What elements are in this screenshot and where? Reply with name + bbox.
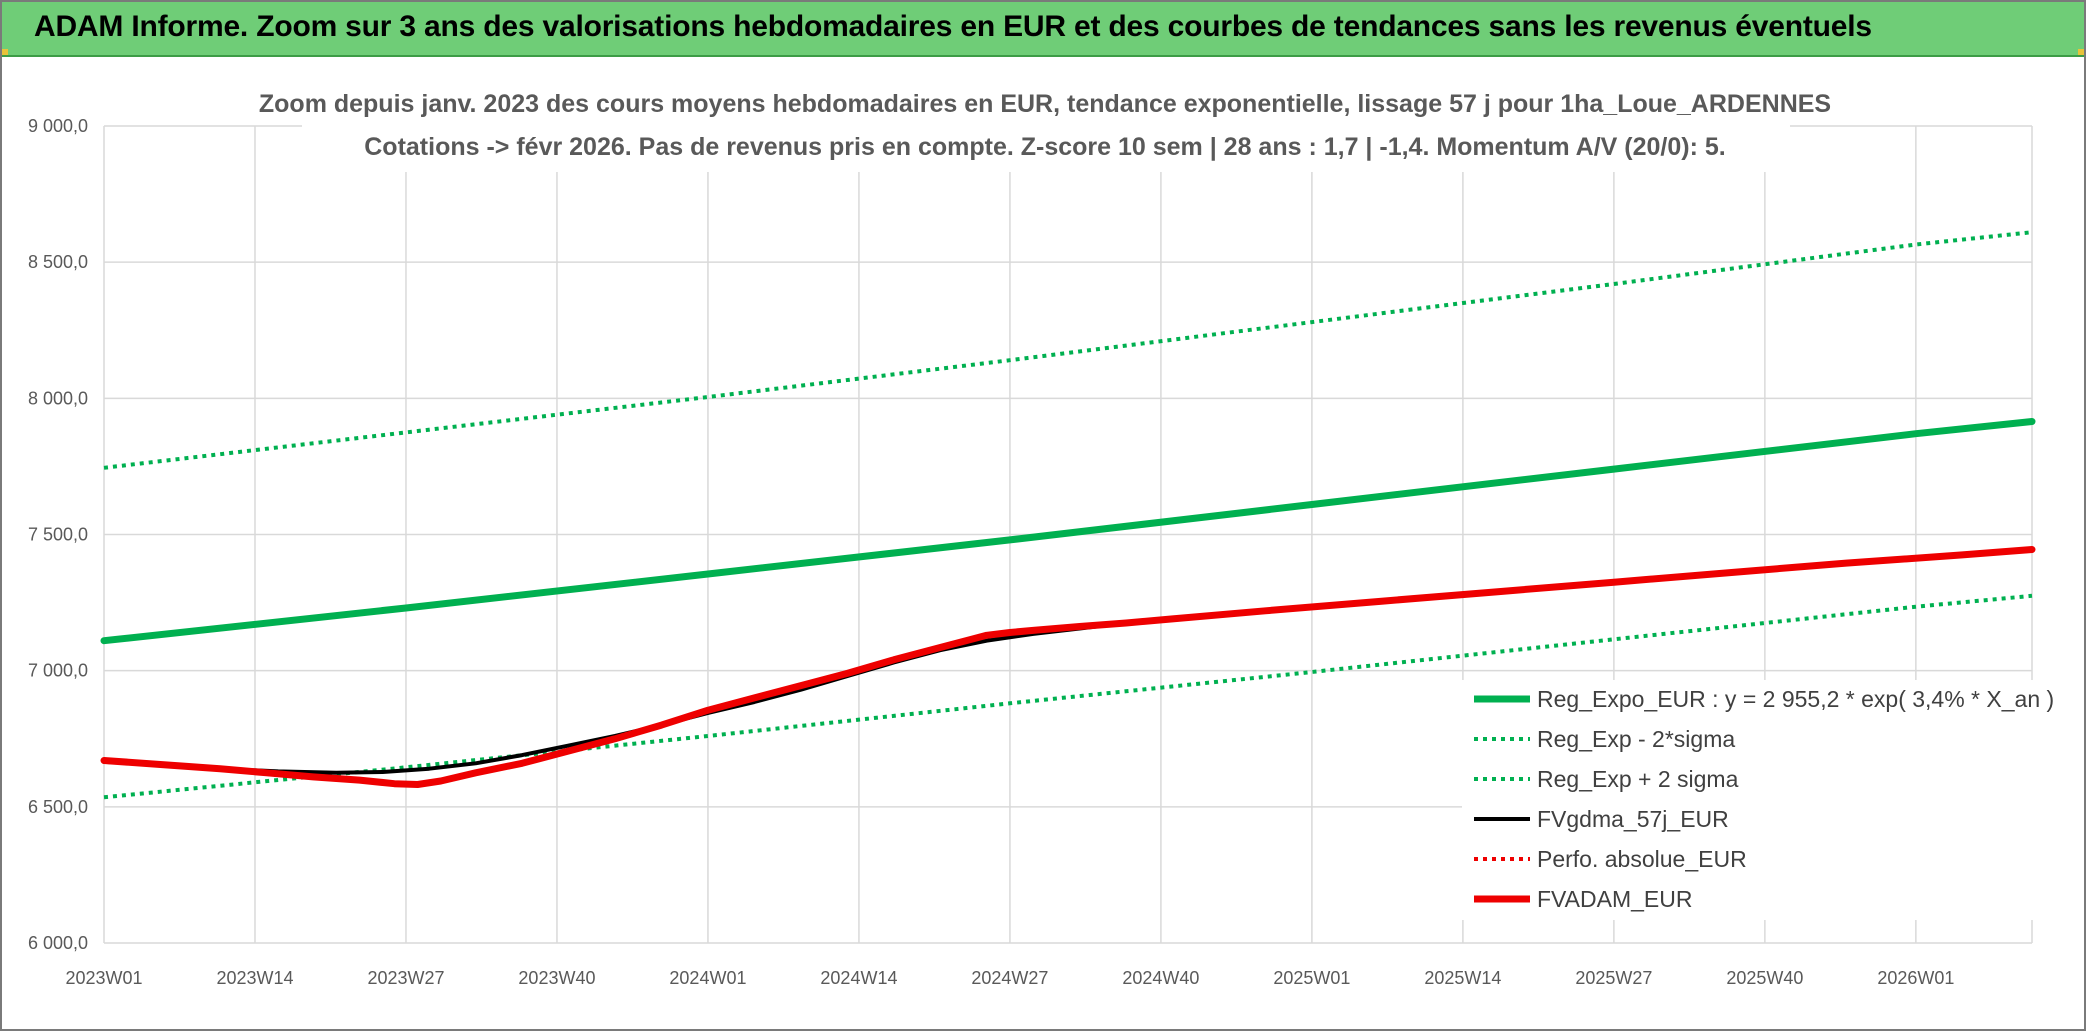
legend-label: Reg_Exp + 2 sigma (1537, 766, 1739, 792)
y-tick-label: 8 000,0 (28, 388, 88, 408)
report-banner: ADAM Informe. Zoom sur 3 ans des valoris… (2, 2, 2084, 57)
series-line-2 (103, 230, 2033, 470)
y-tick-label: 9 000,0 (28, 116, 88, 136)
legend-label: FVADAM_EUR (1537, 886, 1693, 912)
x-tick-label: 2025W27 (1575, 968, 1652, 988)
x-tick-label: 2024W40 (1122, 968, 1199, 988)
x-tick-label: 2025W14 (1424, 968, 1501, 988)
x-axis-ticks: 2023W01 2023W14 2023W27 2023W40 2024W01 2024W… (65, 968, 1954, 988)
legend-label: Reg_Expo_EUR : y = 2 955,2 * exp( 3,4% *… (1537, 686, 2054, 712)
x-tick-label: 2023W14 (216, 968, 293, 988)
series-line-0 (100, 418, 2036, 645)
x-tick-label: 2023W01 (65, 968, 142, 988)
x-tick-label: 2024W14 (820, 968, 897, 988)
legend-label: Reg_Exp - 2*sigma (1537, 726, 1735, 752)
series-line-5 (100, 546, 2036, 788)
x-tick-label: 2024W01 (669, 968, 746, 988)
banner-corner-mark (2078, 49, 2084, 55)
y-tick-label: 8 500,0 (28, 252, 88, 272)
legend-background (1462, 680, 2040, 920)
legend: Reg_Expo_EUR : y = 2 955,2 * exp( 3,4% *… (1462, 680, 2054, 920)
y-axis-ticks: 6 000,0 6 500,0 7 000,0 7 500,0 8 000,0 8 500… (28, 116, 88, 953)
y-tick-label: 6 500,0 (28, 797, 88, 817)
y-tick-label: 6 000,0 (28, 933, 88, 953)
chart-title-background (302, 80, 1790, 172)
chart-title: Zoom depuis janv. 2023 des cours moyens … (259, 80, 1831, 172)
chart-title-line: Cotations -> févr 2026. Pas de revenus p… (364, 133, 1725, 161)
x-tick-label: 2025W40 (1726, 968, 1803, 988)
x-tick-label: 2026W01 (1877, 968, 1954, 988)
chart-title-line: Zoom depuis janv. 2023 des cours moyens … (259, 90, 1831, 118)
x-tick-label: 2024W27 (971, 968, 1048, 988)
banner-corner-mark (2, 49, 8, 55)
x-tick-label: 2023W40 (518, 968, 595, 988)
legend-label: FVgdma_57j_EUR (1537, 806, 1729, 832)
legend-label: Perfo. absolue_EUR (1537, 846, 1747, 872)
x-tick-label: 2023W27 (367, 968, 444, 988)
series-line-1 (103, 593, 2033, 800)
series-lines (100, 230, 2036, 800)
y-tick-label: 7 000,0 (28, 661, 88, 681)
y-tick-label: 7 500,0 (28, 525, 88, 545)
banner-title: ADAM Informe. Zoom sur 3 ans des valoris… (34, 10, 1872, 43)
x-tick-label: 2025W01 (1273, 968, 1350, 988)
